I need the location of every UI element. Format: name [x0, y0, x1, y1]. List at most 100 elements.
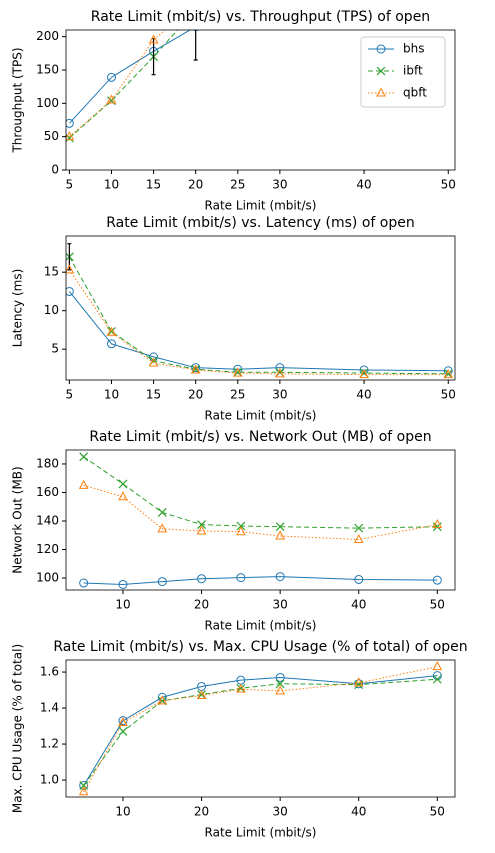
y-tick-label: 160: [36, 485, 59, 499]
marker: [443, 366, 453, 376]
marker: [196, 689, 207, 699]
marker: [106, 72, 116, 82]
marker: [432, 661, 443, 671]
marker: [118, 716, 128, 726]
marker: [118, 491, 128, 501]
marker: [106, 326, 117, 336]
legend-label: ibft: [403, 64, 423, 78]
legend-marker: [376, 87, 386, 97]
marker: [275, 672, 285, 682]
series-line: [68, 30, 191, 124]
series-line: [83, 456, 438, 529]
x-tick-label: 30: [273, 598, 288, 612]
marker: [275, 530, 285, 540]
series-line: [83, 484, 438, 541]
series-line: [68, 291, 449, 372]
marker: [236, 573, 246, 583]
y-tick-label: 1.6: [40, 665, 59, 679]
x-tick-label: 20: [188, 388, 203, 402]
marker: [157, 577, 167, 587]
subplot: Rate Limit (mbit/s) vs. Network Out (MB)…: [11, 429, 456, 633]
y-axis-label: Latency (ms): [11, 269, 25, 348]
plot-area: [66, 0, 242, 143]
y-tick-label: 0: [51, 163, 59, 177]
marker: [106, 339, 116, 349]
x-tick-label: 50: [441, 178, 456, 192]
x-tick-label: 50: [430, 805, 445, 819]
marker: [157, 523, 168, 533]
marker: [354, 679, 364, 689]
x-tick-label: 40: [351, 805, 366, 819]
marker: [275, 368, 285, 378]
marker: [79, 781, 89, 790]
marker: [234, 0, 242, 1]
y-tick-label: 15: [44, 265, 59, 279]
error-bar: [151, 38, 156, 76]
marker: [353, 533, 364, 544]
series-line: [83, 675, 438, 786]
x-tick-label: 50: [441, 388, 456, 402]
marker: [66, 286, 74, 296]
marker: [233, 367, 243, 377]
marker: [197, 574, 207, 584]
axes-frame: [65, 449, 456, 591]
y-tick-label: 140: [36, 513, 59, 527]
marker: [118, 727, 128, 736]
subplot: Rate Limit (mbit/s) vs. Max. CPU Usage (…: [11, 639, 468, 840]
marker: [432, 575, 442, 585]
subplot: Rate Limit (mbit/s) vs. Latency (ms) of …: [11, 215, 456, 423]
y-tick-label: 200: [36, 29, 59, 43]
marker: [236, 526, 246, 536]
legend-label: bhs: [403, 42, 424, 56]
marker: [354, 680, 364, 690]
y-tick-label: 1.0: [40, 773, 59, 787]
marker: [275, 522, 285, 532]
marker: [236, 683, 246, 693]
marker: [118, 579, 128, 589]
marker: [432, 518, 443, 529]
marker: [191, 364, 201, 374]
marker: [148, 357, 159, 367]
marker: [66, 118, 74, 128]
marker: [236, 683, 246, 693]
x-tick-label: 5: [66, 388, 74, 402]
series-line: [68, 256, 449, 375]
marker: [275, 679, 285, 689]
chart-title: Rate Limit (mbit/s) vs. Throughput (TPS)…: [91, 9, 430, 25]
x-tick-label: 20: [194, 598, 209, 612]
y-axis-label: Throughput (TPS): [11, 47, 25, 153]
series-line: [69, 30, 179, 139]
subplot: Rate Limit (mbit/s) vs. Throughput (TPS)…: [11, 0, 456, 213]
marker: [236, 521, 246, 531]
axes-frame: [65, 659, 456, 798]
y-tick-label: 1.2: [40, 737, 59, 751]
marker: [118, 479, 128, 489]
x-tick-label: 25: [230, 178, 245, 192]
plot-area: [78, 452, 443, 589]
legend: bhs ibft qbft: [360, 36, 446, 108]
y-tick-label: 10: [44, 303, 59, 317]
marker: [197, 690, 206, 699]
x-tick-label: 5: [66, 178, 74, 192]
y-tick-label: 1.4: [40, 701, 59, 715]
y-tick-label: 5: [51, 342, 59, 356]
y-axis-label: Max. CPU Usage (% of total): [11, 644, 25, 813]
marker: [443, 369, 454, 379]
x-tick-label: 10: [104, 388, 119, 402]
series-line: [83, 576, 438, 585]
x-tick-label: 10: [104, 178, 119, 192]
x-tick-label: 10: [115, 805, 130, 819]
marker: [353, 677, 364, 687]
y-tick-label: 150: [36, 63, 59, 77]
marker: [106, 94, 117, 104]
marker: [148, 34, 159, 44]
chart-title: Rate Limit (mbit/s) vs. Network Out (MB)…: [89, 429, 431, 445]
marker: [354, 574, 364, 584]
chart-title: Rate Limit (mbit/s) vs. Latency (ms) of …: [106, 215, 414, 231]
x-axis-label: Rate Limit (mbit/s): [205, 826, 317, 840]
x-tick-label: 20: [194, 805, 209, 819]
x-tick-label: 40: [351, 598, 366, 612]
x-axis-label: Rate Limit (mbit/s): [205, 199, 317, 213]
x-tick-label: 20: [188, 178, 203, 192]
legend-marker: [376, 66, 386, 76]
